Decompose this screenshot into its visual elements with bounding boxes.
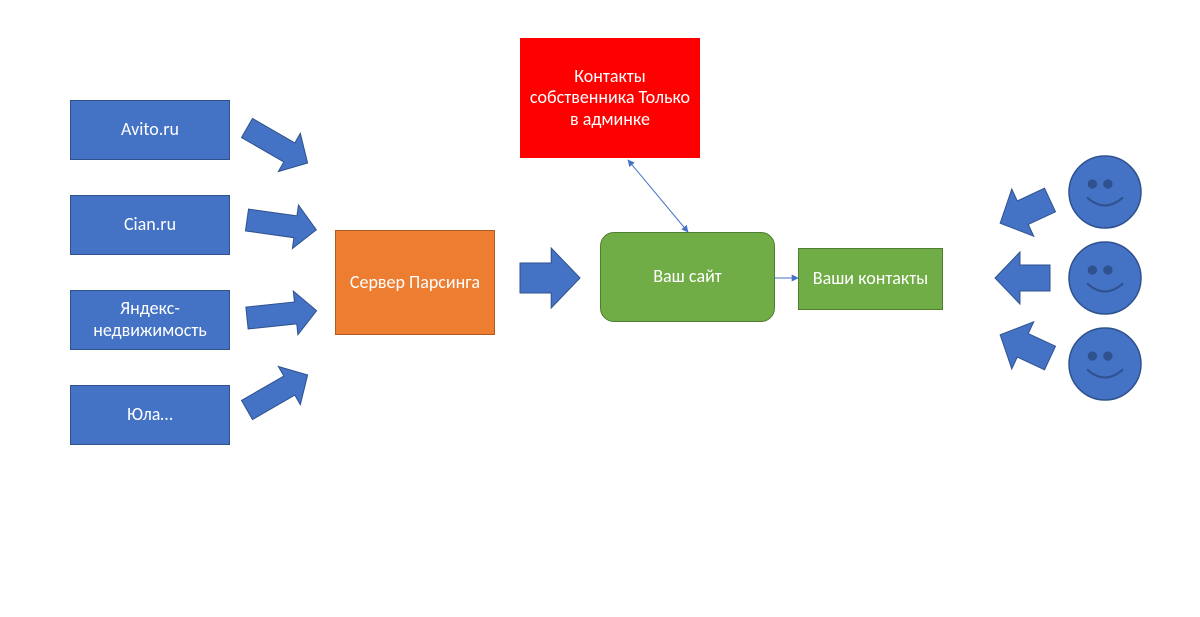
arrow-smiley-top — [989, 176, 1061, 246]
node-your-contacts: Ваши контакты — [798, 248, 943, 310]
node-label: Ваши контакты — [813, 268, 928, 290]
site-to-owner-contacts — [628, 160, 688, 232]
node-contacts-owner: Контакты собственника Только в админке — [520, 38, 700, 158]
node-label: Avito.ru — [121, 119, 179, 141]
arrow-server-to-site — [520, 248, 580, 308]
node-avito: Avito.ru — [70, 100, 230, 160]
node-yandex: Яндекс-недвижимость — [70, 290, 230, 350]
node-youla: Юла… — [70, 385, 230, 445]
arrow-yandex-to-server — [245, 289, 319, 340]
node-label: Контакты собственника Только в админке — [525, 66, 695, 131]
node-label: Юла… — [127, 404, 173, 426]
arrow-avito-to-server — [236, 109, 319, 182]
smiley-top — [1069, 156, 1141, 228]
node-cian: Cian.ru — [70, 195, 230, 255]
smiley-mid — [1069, 242, 1141, 314]
node-label: Cian.ru — [124, 214, 176, 236]
node-label: Яндекс-недвижимость — [75, 298, 225, 341]
node-server: Сервер Парсинга — [335, 230, 495, 335]
smiley-bot — [1069, 328, 1141, 400]
arrow-cian-to-server — [244, 198, 319, 251]
node-site: Ваш сайт — [600, 232, 775, 322]
node-label: Сервер Парсинга — [350, 272, 480, 294]
arrow-smiley-mid — [995, 252, 1050, 304]
arrow-smiley-bot — [989, 311, 1061, 381]
arrow-youla-to-server — [236, 356, 319, 429]
node-label: Ваш сайт — [653, 266, 722, 288]
